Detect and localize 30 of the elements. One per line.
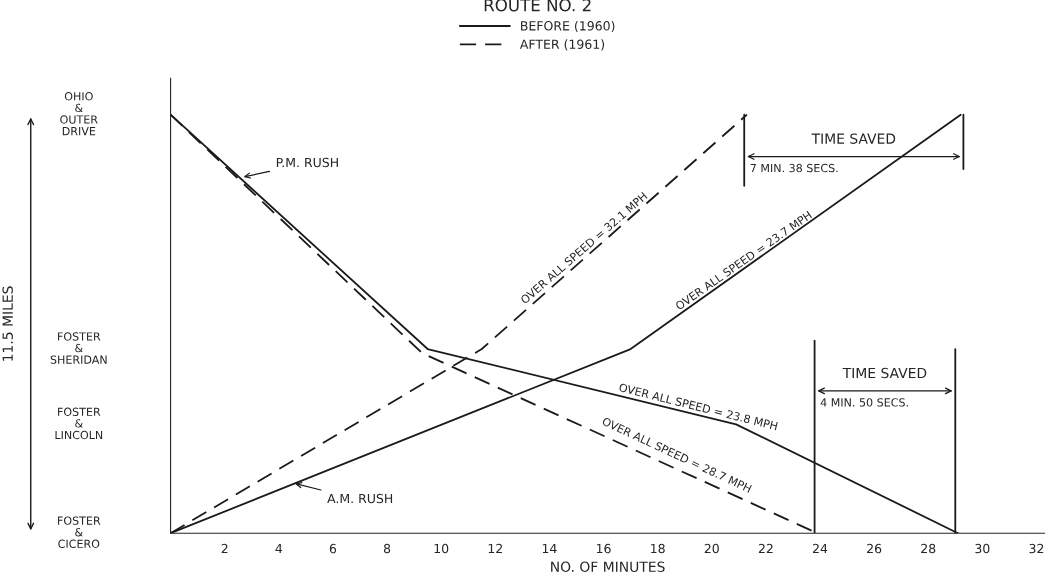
x-tick-label: 18: [651, 543, 665, 554]
x-tick-label: 32: [1029, 543, 1044, 554]
text: FOSTER & CICERO: [58, 516, 101, 549]
x-tick-label: 28: [921, 543, 936, 554]
text: 11.5 MILES: [2, 286, 13, 361]
x-tick-label: 22: [758, 543, 773, 554]
annotation: 7 MIN. 38 SECS.: [750, 163, 838, 173]
x-tick-label: 24: [812, 543, 828, 554]
x-tick-label: 2: [221, 543, 228, 554]
annotation: 4 MIN. 50 SECS.: [820, 398, 908, 407]
x-tick-label: 8: [383, 543, 391, 554]
x-tick-label: 16: [596, 543, 611, 554]
x-tick-label: 20: [704, 543, 719, 554]
legend-label: AFTER (1961): [519, 39, 605, 51]
annotation: TIME SAVED: [842, 367, 927, 379]
text: FOSTER & SHERIDAN: [50, 332, 107, 364]
x-tick-label: 10: [434, 543, 449, 554]
legend-label: BEFORE (1960): [521, 20, 615, 33]
x-tick-label: 26: [867, 543, 882, 554]
text: OHIO & OUTER DRIVE: [60, 92, 98, 136]
annotation: P.M. RUSH: [276, 157, 338, 168]
x-tick-label: 14: [542, 543, 557, 554]
x-axis-title: NO. OF MINUTES: [551, 561, 665, 573]
x-tick-label: 12: [488, 543, 502, 554]
x-tick-label: 30: [975, 543, 990, 554]
annotation: TIME SAVED: [811, 133, 896, 144]
x-tick-label: 4: [275, 543, 283, 554]
annotation: A.M. RUSH: [327, 493, 393, 504]
x-tick-label: 6: [329, 543, 337, 554]
text: FOSTER & LINCOLN: [55, 407, 103, 440]
